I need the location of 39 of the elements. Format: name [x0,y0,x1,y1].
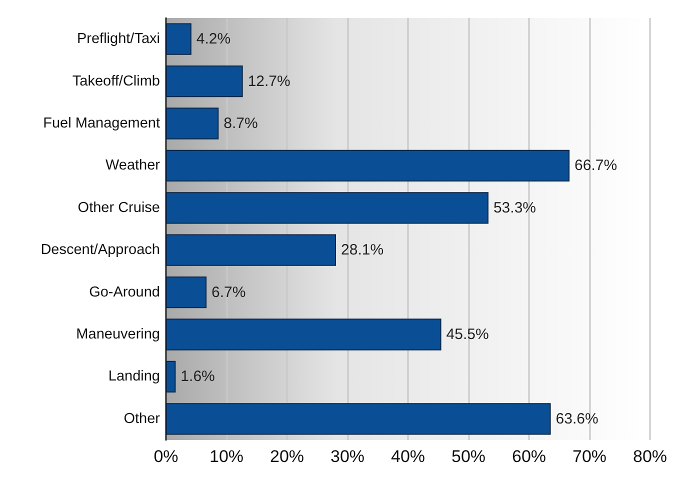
y-tick-label: Weather [105,158,160,174]
data-label: 53.3% [493,199,536,216]
bar [166,360,176,393]
x-tick-label: 20% [270,447,304,466]
bar [166,23,192,55]
y-tick-label: Go-Around [89,284,160,300]
data-label: 63.6% [556,410,598,428]
x-tick-label: 80% [632,447,668,466]
bar [166,150,570,182]
y-tick-label: Preflight/Taxi [76,31,160,48]
x-tick-label: 40% [390,447,426,466]
bar [166,108,219,140]
y-tick-label: Other Cruise [78,200,160,216]
data-label: 6.7% [212,284,246,301]
data-label: 66.7% [574,157,618,174]
data-label: 8.7% [224,115,258,132]
data-label: 28.1% [341,242,384,259]
data-label: 12.7% [248,72,290,90]
bar [166,403,551,435]
bar [166,318,442,350]
y-tick-label: Descent/Approach [40,242,160,258]
bar [166,65,243,98]
y-tick-label: Takeoff/Climb [72,73,160,90]
y-tick-label: Other [124,410,160,427]
x-tick-label: 50% [451,447,486,466]
bar [166,234,336,266]
x-tick-label: 10% [209,447,244,466]
bar [166,192,488,224]
y-tick-label: Fuel Management [43,116,160,132]
y-tick-label: Landing [108,368,160,385]
x-tick-label: 30% [330,447,365,466]
bar [166,276,207,308]
data-label: 45.5% [446,326,489,343]
x-tick-label: 0% [154,447,178,466]
x-tick-label: 70% [572,447,607,466]
x-tick-label: 60% [512,447,546,466]
data-label: 1.6% [180,368,215,386]
data-label: 4.2% [196,30,231,48]
y-tick-label: Maneuvering [76,326,160,342]
